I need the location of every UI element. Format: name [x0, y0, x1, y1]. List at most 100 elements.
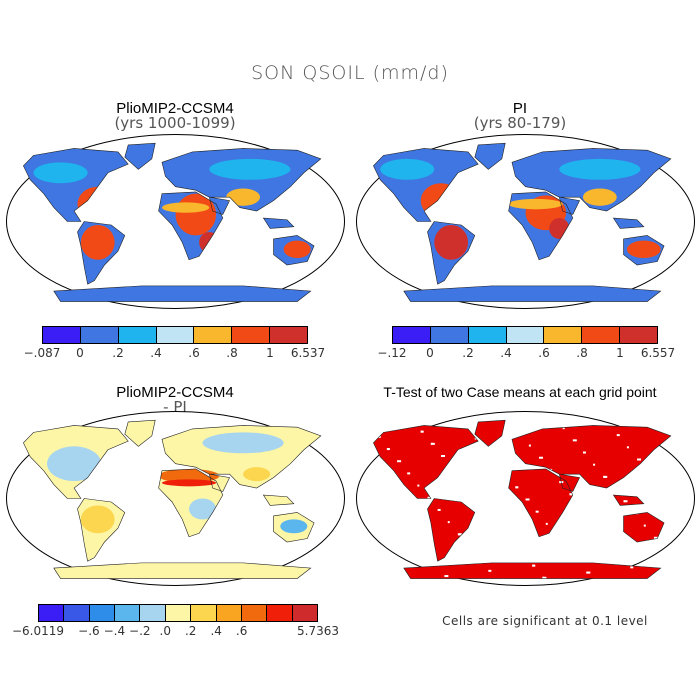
- coastline-antarctica: [403, 285, 662, 302]
- coastline-greenland: [474, 142, 506, 170]
- panel1-title: PlioMIP2-CCSM4: [116, 100, 234, 117]
- coastline-greenland: [124, 419, 156, 447]
- colorbar-swatch: [140, 605, 166, 621]
- colorbar-tick-label: .0: [159, 624, 171, 638]
- colorbar-swatch: [292, 605, 317, 621]
- panel1-colorbar: [42, 326, 308, 344]
- colorbar-swatch: [232, 327, 271, 343]
- panel1-map: [6, 134, 345, 309]
- coastline-sa: [427, 498, 476, 562]
- colorbar-swatch: [582, 327, 621, 343]
- colorbar-tick-label: .6: [188, 346, 200, 360]
- coastline-indonesia: [612, 494, 645, 506]
- colorbar-tick-label: 6.557: [640, 346, 676, 360]
- panel2-colorbar: [392, 326, 658, 344]
- colorbar-tick-label: 0: [426, 346, 434, 360]
- coastline-arabia: [208, 473, 231, 492]
- panel3-colorbar: [38, 604, 318, 622]
- colorbar-tick-label: .4: [500, 346, 512, 360]
- colorbar-tick-label: .8: [576, 346, 588, 360]
- coastline-africa: [158, 468, 224, 538]
- colorbar-tick-label: −.6: [78, 624, 100, 638]
- coastline-sa: [77, 498, 126, 562]
- colorbar-swatch: [216, 605, 242, 621]
- colorbar-tick-label: 1: [266, 346, 274, 360]
- colorbar-tick-label: −.2: [129, 624, 151, 638]
- panel1-subtitle: (yrs 1000-1099): [114, 114, 236, 132]
- coastline-na: [23, 425, 129, 499]
- colorbar-swatch: [468, 327, 507, 343]
- colorbar-tick-label: .6: [538, 346, 550, 360]
- colorbar-tick-label: .2: [112, 346, 124, 360]
- coastline-arabia: [558, 473, 581, 492]
- colorbar-tick-label: 0: [76, 346, 84, 360]
- colorbar-tick-label: .6: [235, 624, 248, 638]
- colorbar-tick-label: −.4: [103, 624, 126, 638]
- panel4-title: T-Test of two Case means at each grid po…: [383, 384, 657, 400]
- colorbar-swatch: [430, 327, 469, 343]
- colorbar-swatch: [191, 605, 217, 621]
- colorbar-swatch: [80, 327, 119, 343]
- panel2-map: [356, 134, 695, 309]
- colorbar-swatch: [393, 327, 431, 343]
- colorbar-tick-label: .2: [462, 346, 474, 360]
- colorbar-swatch: [115, 605, 141, 621]
- coastline-australia: [623, 512, 665, 543]
- coastline-australia: [273, 512, 315, 543]
- coastline-indonesia: [262, 494, 295, 506]
- coastline-na: [23, 148, 129, 222]
- colorbar-swatch: [267, 605, 293, 621]
- colorbar-tick-label: −6.0119: [11, 624, 65, 638]
- coastline-eurasia: [161, 148, 322, 212]
- coastline-greenland: [124, 142, 156, 170]
- coastline-africa: [508, 468, 574, 538]
- colorbar-swatch: [506, 327, 545, 343]
- colorbar-tick-label: .4: [150, 346, 162, 360]
- colorbar-tick-label: .2: [184, 624, 197, 638]
- colorbar-swatch: [89, 605, 116, 621]
- colorbar-tick-label: −.12: [377, 346, 407, 360]
- panel3-map: [6, 411, 345, 586]
- coastline-sa: [77, 221, 126, 285]
- colorbar-tick-label: .4: [210, 624, 222, 638]
- coastline-eurasia: [511, 148, 672, 212]
- figure-title: SON QSOIL (mm/d): [251, 62, 449, 84]
- coastline-na: [373, 425, 479, 499]
- coastline-antarctica: [403, 562, 662, 579]
- coastline-indonesia: [612, 217, 645, 229]
- colorbar-swatch: [39, 605, 65, 621]
- coastline-arabia: [558, 196, 581, 215]
- colorbar-swatch: [165, 605, 192, 621]
- colorbar-swatch: [270, 327, 308, 343]
- coastline-antarctica: [53, 562, 312, 579]
- coastline-greenland: [474, 419, 506, 447]
- coastline-na: [373, 148, 479, 222]
- coastline-africa: [508, 191, 574, 261]
- colorbar-tick-label: 6.537: [290, 346, 326, 360]
- colorbar-tick-label: .8: [226, 346, 238, 360]
- colorbar-swatch: [241, 605, 268, 621]
- colorbar-swatch: [544, 327, 583, 343]
- colorbar-swatch: [118, 327, 157, 343]
- colorbar-tick-label: 1: [616, 346, 624, 360]
- coastline-australia: [273, 235, 315, 266]
- colorbar-swatch: [620, 327, 658, 343]
- coastline-antarctica: [53, 285, 312, 302]
- coastline-indonesia: [262, 217, 295, 229]
- coastline-australia: [623, 235, 665, 266]
- panel4-map: [356, 411, 695, 586]
- colorbar-swatch: [156, 327, 195, 343]
- panel2-subtitle: (yrs 80-179): [473, 114, 567, 132]
- colorbar-tick-label: −.087: [23, 346, 61, 360]
- coastline-africa: [158, 191, 224, 261]
- panel2-title: PI: [512, 100, 528, 117]
- coastline-eurasia: [511, 425, 672, 489]
- colorbar-swatch: [64, 605, 90, 621]
- coastline-eurasia: [161, 425, 322, 489]
- coastline-arabia: [208, 196, 231, 215]
- colorbar-swatch: [43, 327, 81, 343]
- colorbar-tick-label: 5.7363: [297, 624, 339, 638]
- coastline-sa: [427, 221, 476, 285]
- colorbar-swatch: [194, 327, 233, 343]
- panel3-title: PlioMIP2-CCSM4: [116, 384, 234, 401]
